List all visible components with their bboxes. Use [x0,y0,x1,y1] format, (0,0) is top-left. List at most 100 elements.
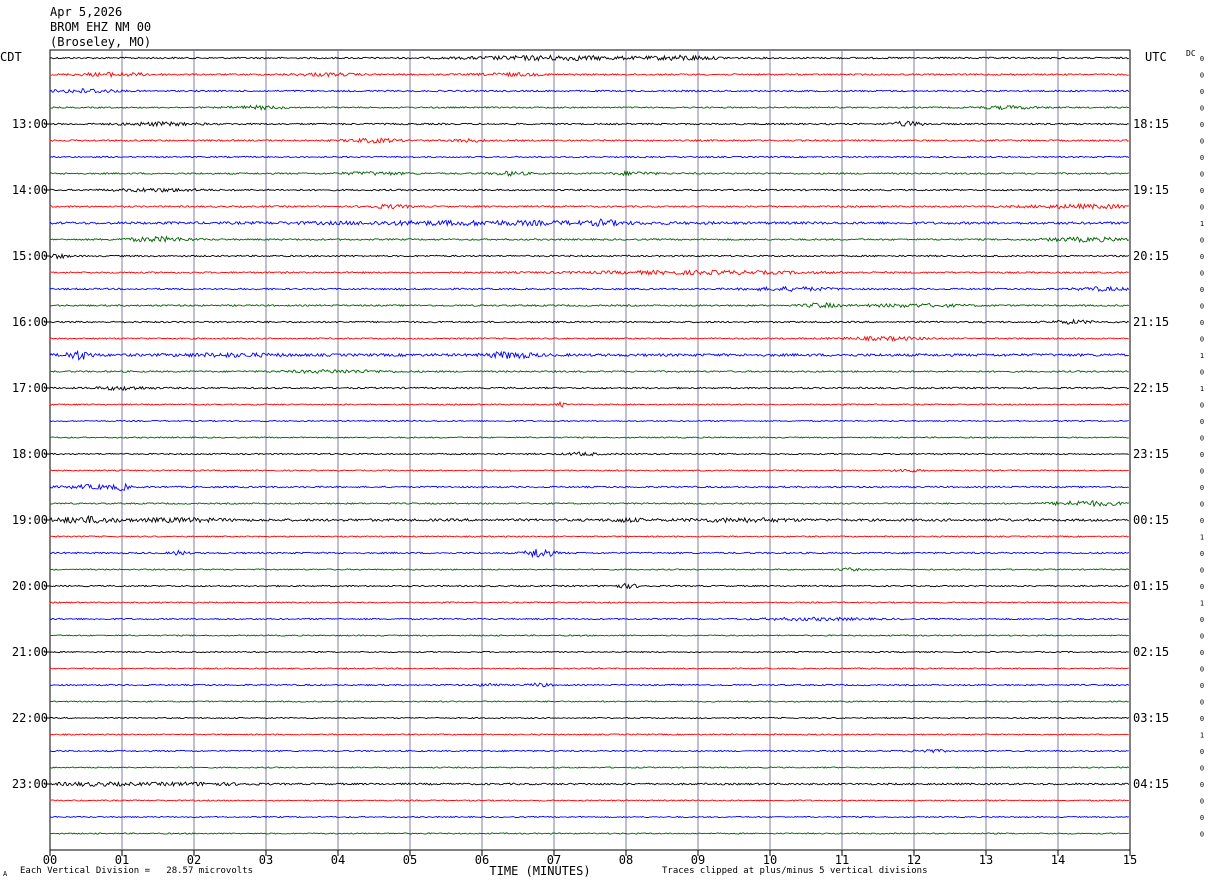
dc-value: 0 [1200,253,1204,261]
dc-value: 0 [1200,765,1204,773]
dc-value: 0 [1200,649,1204,657]
trace-row-26 [49,482,1129,492]
trace-row-9 [49,202,1129,210]
dc-value: 0 [1200,270,1204,278]
dc-value: 0 [1200,501,1204,509]
dc-value: 1 [1200,732,1204,740]
plot-frame [49,49,1131,851]
x-tick-label: 15 [1123,853,1137,867]
corner-mark: A [3,870,8,878]
right-hour-label: 23:15 [1133,447,1169,461]
trace-row-39 [49,700,1129,703]
clip-note: Traces clipped at plus/minus 5 vertical … [662,866,928,876]
trace-row-0 [49,54,1129,62]
dc-value: 0 [1200,682,1204,690]
trace-row-42 [49,748,1129,754]
dc-value: 0 [1200,633,1204,641]
trace-row-31 [49,567,1130,572]
trace-row-37 [49,667,1129,670]
trace-row-18 [49,349,1129,361]
dc-value: 0 [1200,303,1204,311]
left-hour-label: 15:00 [12,249,48,263]
dc-value: 0 [1200,237,1204,245]
trace-row-22 [49,419,1129,423]
left-hour-label: 14:00 [12,183,48,197]
dc-value: 0 [1200,88,1204,96]
trace-row-2 [49,88,1130,94]
trace-row-8 [49,187,1130,193]
right-hour-label: 18:15 [1133,117,1169,131]
left-hour-label: 21:00 [12,645,48,659]
trace-row-21 [49,400,1129,408]
x-tick-label: 06 [475,853,489,867]
x-tick-label: 05 [403,853,417,867]
left-axis-title: CDT [0,50,22,64]
right-hour-label: 22:15 [1133,381,1169,395]
trace-row-30 [49,548,1130,559]
trace-row-44 [49,780,1130,788]
trace-row-35 [49,634,1129,637]
left-hour-label: 13:00 [12,117,48,131]
dc-value: 0 [1200,138,1204,146]
trace-row-29 [49,535,1129,538]
trace-row-43 [49,766,1130,769]
dc-value: 0 [1200,204,1204,212]
trace-row-4 [49,120,1129,128]
left-hour-label: 16:00 [12,315,48,329]
dc-value: 0 [1200,798,1204,806]
x-tick-label: 14 [1051,853,1065,867]
dc-value: 0 [1200,286,1204,294]
trace-row-17 [49,335,1129,342]
dc-value: 0 [1200,583,1204,591]
right-hour-label: 01:15 [1133,579,1169,593]
trace-row-32 [49,582,1129,590]
right-hour-label: 02:15 [1133,645,1169,659]
x-tick-label: 00 [43,853,57,867]
dc-value: 0 [1200,517,1204,525]
x-tick-label: 04 [331,853,345,867]
scale-note: Each Vertical Division = 28.57 microvolt… [20,866,253,876]
left-hour-label: 22:00 [12,711,48,725]
right-hour-label: 19:15 [1133,183,1169,197]
dc-value: 1 [1200,385,1204,393]
dc-title: DC [1186,49,1196,58]
trace-row-28 [49,514,1130,524]
x-tick-label: 03 [259,853,273,867]
trace-row-38 [49,682,1130,688]
dc-value: 0 [1200,435,1204,443]
right-hour-label: 00:15 [1133,513,1169,527]
left-hour-label: 19:00 [12,513,48,527]
trace-row-25 [49,468,1129,473]
right-axis-title: UTC [1145,50,1167,64]
trace-row-10 [49,218,1129,228]
dc-value: 0 [1200,72,1204,80]
trace-row-5 [49,137,1129,144]
trace-row-19 [49,369,1129,374]
trace-row-12 [49,252,1130,260]
dc-value: 0 [1200,484,1204,492]
trace-row-13 [49,269,1129,276]
dc-value: 0 [1200,781,1204,789]
left-hour-label: 20:00 [12,579,48,593]
trace-row-6 [49,155,1130,159]
trace-row-41 [49,733,1129,736]
left-hour-label: 17:00 [12,381,48,395]
dc-value: 0 [1200,616,1204,624]
dc-value: 1 [1200,534,1204,542]
trace-row-40 [49,716,1130,720]
trace-row-46 [49,815,1129,819]
trace-row-3 [49,104,1129,111]
trace-row-34 [49,616,1129,622]
dc-value: 1 [1200,600,1204,608]
dc-value: 0 [1200,567,1204,575]
dc-value: 0 [1200,666,1204,674]
dc-value: 0 [1200,55,1204,63]
trace-row-36 [49,650,1129,654]
dc-value: 0 [1200,748,1204,756]
trace-row-45 [49,799,1129,802]
x-tick-label: 10 [763,853,777,867]
header-location: (Broseley, MO) [50,35,152,49]
right-hour-label: 04:15 [1133,777,1169,791]
dc-value: 0 [1200,814,1204,822]
